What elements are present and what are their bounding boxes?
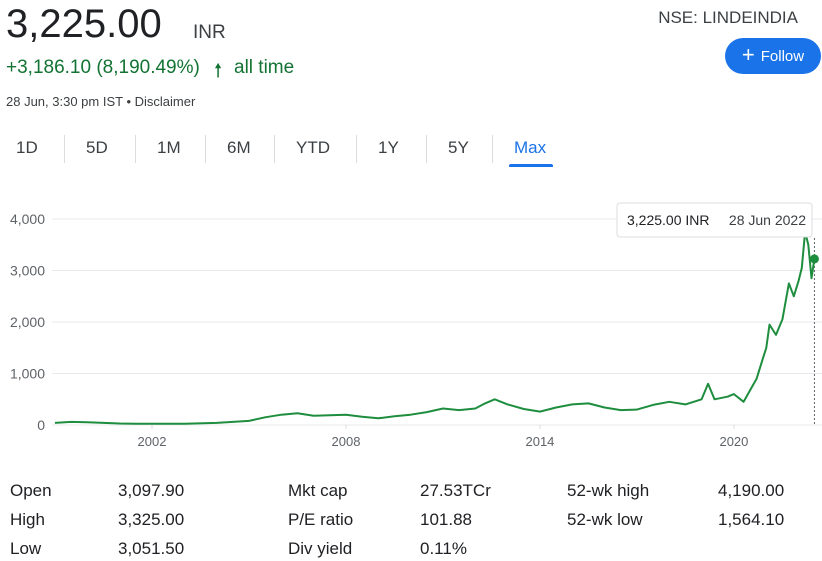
hover-point	[809, 254, 819, 264]
stat-value: 1,564.10	[718, 510, 785, 529]
stat-label: Open	[10, 481, 52, 500]
chart: 0 1,000 2,000 3,000 4,000 2002 2008 2014 2020 3,2…	[10, 202, 822, 449]
stat-label: Low	[10, 539, 42, 558]
x-tick-label: 2020	[719, 434, 748, 449]
tooltip-date: 28 Jun 2022	[729, 212, 806, 228]
tab-underline	[509, 164, 553, 167]
disclaimer-link[interactable]: Disclaimer	[134, 94, 196, 109]
stat-value: 27.53TCr	[420, 481, 491, 500]
stat-label: P/E ratio	[288, 510, 354, 529]
range-tab[interactable]: 1D	[16, 138, 38, 157]
timestamp-row: 28 Jun, 3:30 pm IST • Disclaimer	[6, 94, 195, 109]
range-tab[interactable]: YTD	[296, 138, 330, 157]
follow-button[interactable]: + Follow	[725, 38, 821, 74]
y-tick-label: 1,000	[10, 366, 45, 382]
tooltip: 3,225.00 INR 28 Jun 2022	[616, 202, 813, 238]
tooltip-box	[616, 202, 813, 238]
range-tab[interactable]: 1Y	[378, 138, 399, 157]
tab-separator	[135, 135, 136, 163]
stat-label: 52-wk high	[567, 481, 650, 500]
stat-label: Mkt cap	[288, 481, 348, 500]
currency: INR	[193, 22, 226, 43]
x-tick-label: 2002	[138, 434, 167, 449]
tab-separator	[274, 135, 275, 163]
stat-label: 52-wk low	[567, 510, 643, 529]
range-tab[interactable]: 1M	[157, 138, 181, 157]
stat-label: Div yield	[288, 539, 353, 558]
y-tick-label: 0	[37, 417, 45, 433]
stat-value: 3,325.00	[118, 510, 185, 529]
x-tick-label: 2008	[332, 434, 361, 449]
range-tab[interactable]: 5D	[86, 138, 108, 157]
range-tab[interactable]: Max	[514, 138, 547, 157]
change: +3,186.10 (8,190.49%)	[6, 57, 200, 78]
tab-separator	[356, 135, 357, 163]
price: 3,225.00	[6, 2, 162, 46]
timestamp: 28 Jun, 3:30 pm IST •	[6, 94, 131, 109]
plus-icon: +	[741, 42, 755, 67]
y-tick-label: 3,000	[10, 263, 45, 279]
range-tab[interactable]: 5Y	[448, 138, 469, 157]
stat-label: High	[10, 510, 45, 529]
price-line	[54, 230, 816, 425]
stat-value: 101.88	[420, 510, 472, 529]
y-tick-label: 4,000	[10, 211, 45, 227]
tab-separator	[426, 135, 427, 163]
tooltip-price: 3,225.00 INR	[627, 212, 710, 228]
stat-value: 3,051.50	[118, 539, 185, 558]
y-tick-label: 2,000	[10, 314, 45, 330]
tab-separator	[205, 135, 206, 163]
up-arrow: 🠕	[214, 61, 223, 82]
stat-value: 4,190.00	[718, 481, 785, 500]
stat-value: 0.11%	[420, 539, 467, 558]
tab-separator	[492, 135, 493, 163]
ticker: NSE: LINDEINDIA	[658, 8, 798, 27]
period: all time	[234, 57, 295, 78]
stat-value: 3,097.90	[118, 481, 185, 500]
follow-label: Follow	[760, 47, 805, 65]
range-tab[interactable]: 6M	[227, 138, 251, 157]
x-tick-label: 2014	[525, 434, 554, 449]
tab-separator	[64, 135, 65, 163]
